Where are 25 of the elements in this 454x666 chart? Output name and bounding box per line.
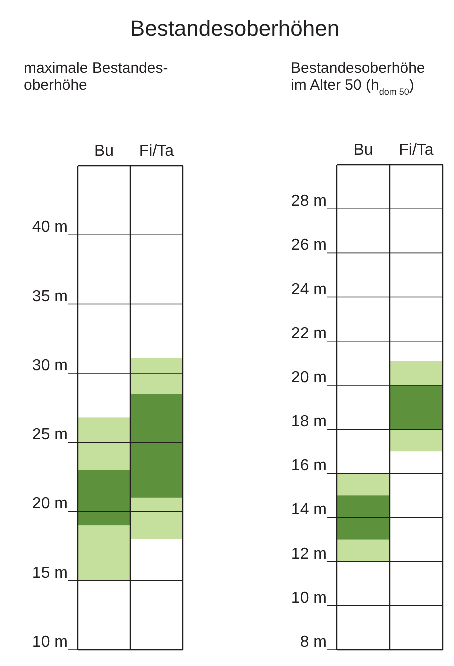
y-tick-label: 18 m bbox=[291, 414, 327, 431]
y-tick-label: 20 m bbox=[291, 369, 327, 386]
y-tick-label: 26 m bbox=[291, 237, 327, 254]
y-tick-label: 10 m bbox=[32, 634, 68, 651]
y-tick-label: 8 m bbox=[300, 634, 327, 651]
y-tick-label: 24 m bbox=[291, 281, 327, 298]
x-tick-label: Fi/Ta bbox=[139, 143, 174, 160]
y-tick-label: 15 m bbox=[32, 564, 68, 582]
y-tick-label: 10 m bbox=[291, 590, 327, 607]
y-tick-label: 20 m bbox=[32, 496, 68, 513]
y-tick-label: 35 m bbox=[32, 288, 68, 306]
chart-subtitle: Bestandesoberhöhe im Alter 50 (h$_{dom 50}$) bbox=[291, 60, 426, 97]
x-tick-label: Fi/Ta bbox=[399, 142, 434, 159]
y-tick-label: 22 m bbox=[291, 325, 327, 342]
y-tick-label: 40 m bbox=[32, 219, 68, 236]
y-tick-label: 12 m bbox=[291, 546, 327, 563]
x-tick-label: Bu bbox=[94, 143, 114, 160]
chart-subtitle: maximale Bestandes- oberhöhe bbox=[24, 60, 168, 94]
y-tick-label: 14 m bbox=[291, 502, 327, 519]
text: Bestandesoberhöhen bbox=[130, 16, 340, 41]
x-tick-label: Bu bbox=[354, 142, 374, 159]
y-tick-label: 16 m bbox=[291, 458, 327, 475]
y-tick-label: 28 m bbox=[291, 193, 327, 210]
y-tick-label: 30 m bbox=[32, 357, 68, 374]
y-tick-label: 25 m bbox=[32, 426, 68, 444]
